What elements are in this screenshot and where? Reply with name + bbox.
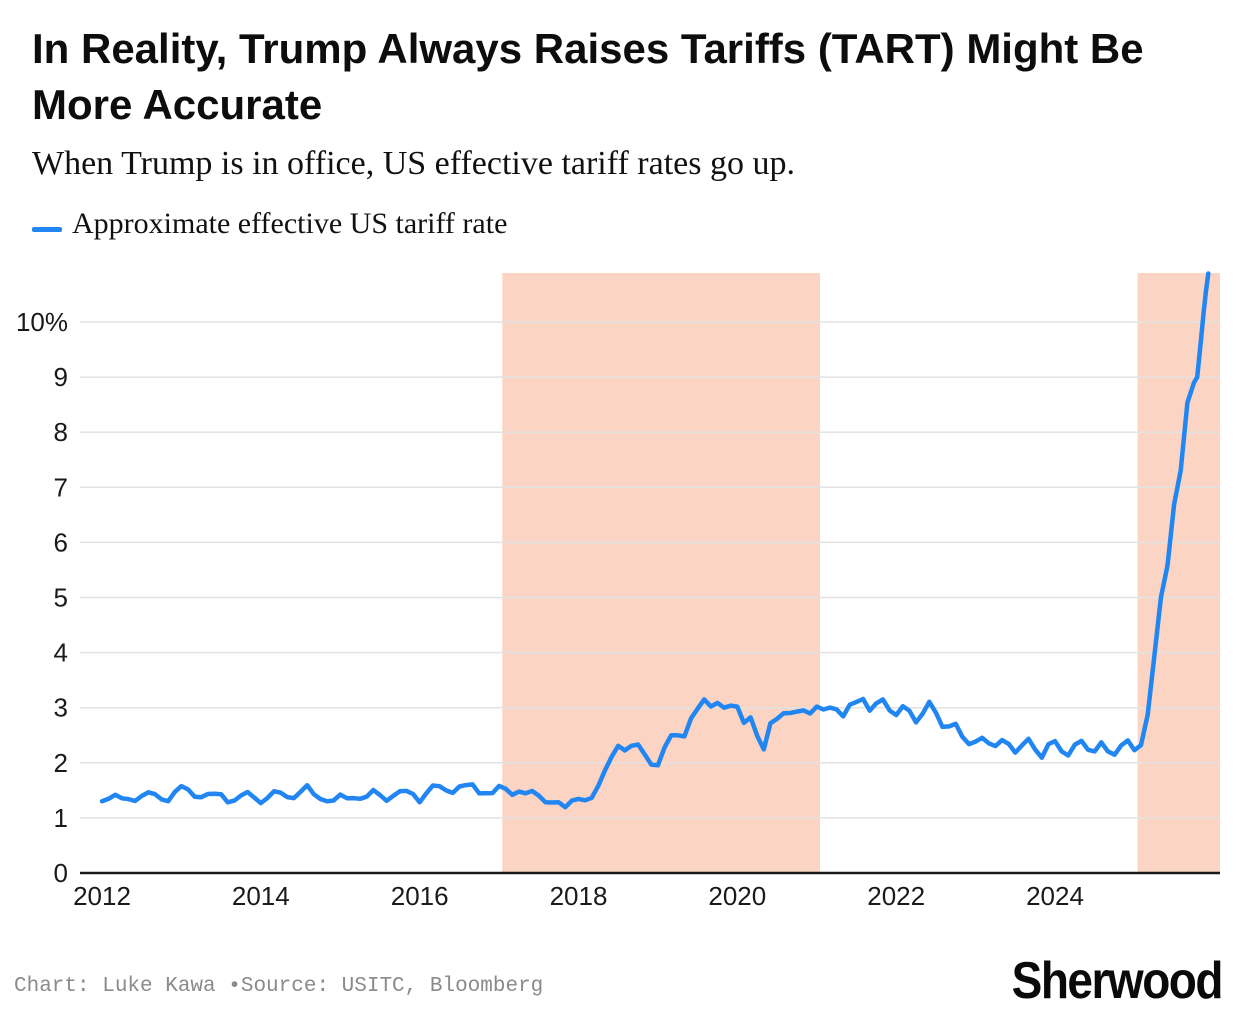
svg-text:10%: 10% <box>16 307 68 337</box>
svg-text:2014: 2014 <box>232 881 290 911</box>
svg-text:0: 0 <box>54 858 68 888</box>
svg-text:8: 8 <box>54 417 68 447</box>
svg-text:2018: 2018 <box>550 881 608 911</box>
svg-text:2016: 2016 <box>391 881 449 911</box>
svg-text:6: 6 <box>54 527 68 557</box>
svg-text:2022: 2022 <box>867 881 925 911</box>
svg-text:9: 9 <box>54 362 68 392</box>
svg-text:1: 1 <box>54 803 68 833</box>
svg-text:2012: 2012 <box>73 881 131 911</box>
svg-text:3: 3 <box>54 693 68 723</box>
svg-text:2: 2 <box>54 748 68 778</box>
svg-text:4: 4 <box>54 638 68 668</box>
svg-text:5: 5 <box>54 583 68 613</box>
svg-text:2024: 2024 <box>1026 881 1084 911</box>
svg-text:7: 7 <box>54 472 68 502</box>
svg-text:2020: 2020 <box>708 881 766 911</box>
